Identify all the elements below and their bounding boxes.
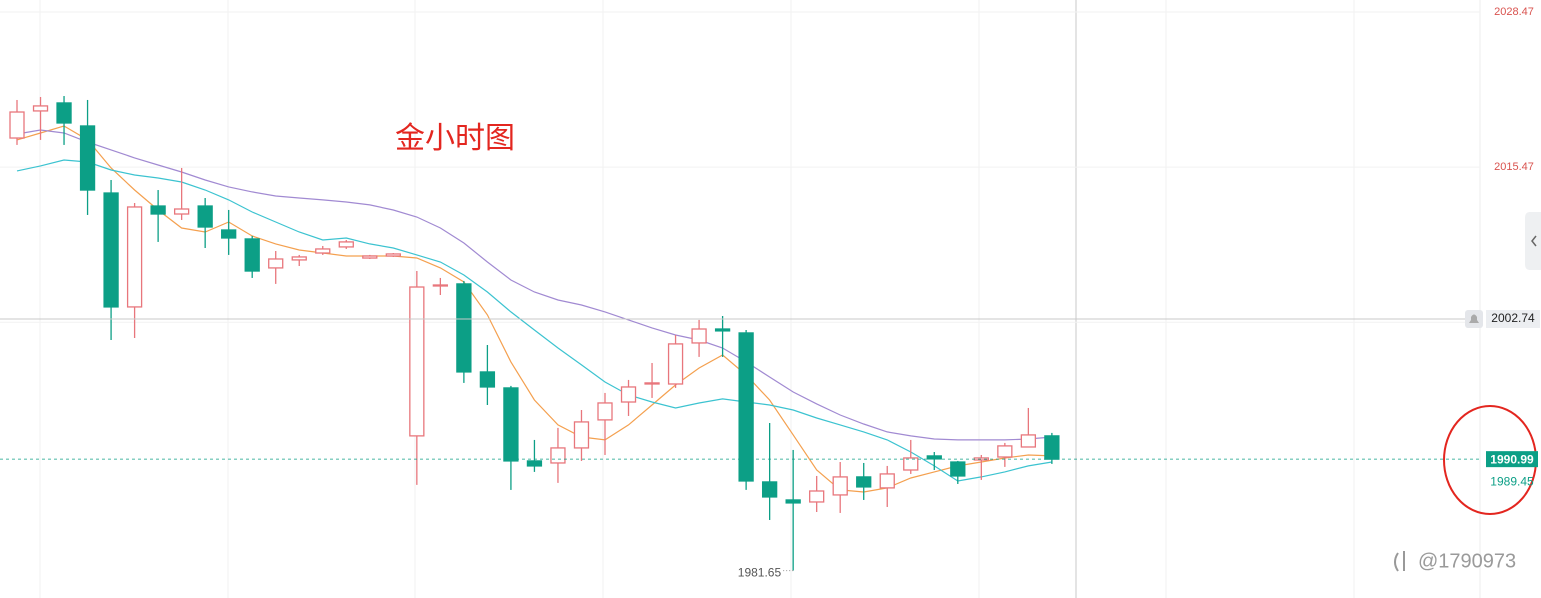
watermark-icon-stroke <box>1394 552 1399 572</box>
candle-body <box>79 125 96 191</box>
candle-body <box>9 111 25 139</box>
candle-body <box>550 447 566 464</box>
candle-body <box>173 208 190 215</box>
candle-body <box>856 476 872 488</box>
candle-body <box>809 490 825 503</box>
candle-body <box>997 445 1013 458</box>
last-price-label: 1990.99 <box>1490 452 1534 466</box>
candle-body <box>315 248 331 254</box>
crosshair-label: 2002.74 <box>1491 311 1535 325</box>
candle-body <box>1020 434 1037 448</box>
candle-body <box>785 499 801 504</box>
candle-body <box>432 284 449 287</box>
candle-body <box>362 255 378 259</box>
plot: 1981.65 <box>0 11 1480 580</box>
candle-body <box>32 105 49 112</box>
candle-body <box>691 328 707 344</box>
candle-body <box>761 481 778 498</box>
candle-body <box>926 455 942 460</box>
candle-body <box>456 283 472 373</box>
candle-body <box>409 286 425 437</box>
candle-body <box>832 476 848 496</box>
candle-body <box>291 256 307 261</box>
candle-body <box>479 371 496 388</box>
ma-line <box>16 159 1052 482</box>
watermark-icon <box>1394 551 1405 572</box>
ma-line <box>16 129 1052 441</box>
candle-body <box>150 205 166 215</box>
candle-body <box>597 402 613 421</box>
candle-body <box>103 192 119 308</box>
candle-body <box>197 205 213 228</box>
candle-body <box>667 343 684 385</box>
side-tab[interactable] <box>1525 212 1541 270</box>
candle-body <box>620 386 637 403</box>
candle-body <box>385 253 401 257</box>
candle-body <box>903 457 919 471</box>
candle-body <box>221 229 237 239</box>
ma-price-label: 1989.45 <box>1490 475 1534 489</box>
side-tab-arrow <box>1531 235 1537 247</box>
ma-line <box>16 125 1052 493</box>
y-tick-label: 2028.47 <box>1494 6 1534 18</box>
crosshair-box <box>1486 309 1540 328</box>
candle-body <box>950 461 966 477</box>
candle-body <box>503 387 519 462</box>
candle-body <box>56 102 72 124</box>
alert-bell <box>1469 314 1479 323</box>
candle-body <box>714 328 731 332</box>
candle-body <box>526 460 543 467</box>
low-annotation: 1981.65 <box>738 566 782 580</box>
candle-body <box>126 206 143 308</box>
chart-title: 金小时图 <box>395 122 515 155</box>
candle-body <box>244 238 260 272</box>
last-price-box <box>1486 451 1538 468</box>
candle-body <box>268 258 284 269</box>
candle-body <box>338 241 354 248</box>
candle-body <box>644 382 660 385</box>
candle-body <box>738 332 754 482</box>
watermark: @1790973 <box>1418 550 1516 572</box>
candle-body <box>573 421 590 449</box>
candle-body <box>879 473 895 489</box>
candle-body <box>1044 435 1060 460</box>
y-tick-label: 2015.47 <box>1494 161 1534 173</box>
